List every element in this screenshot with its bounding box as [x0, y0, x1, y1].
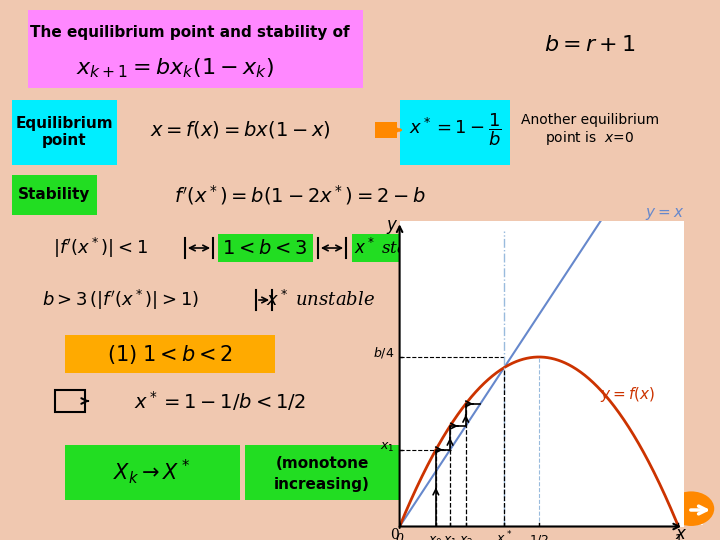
- Text: $x^* = 1 - \dfrac{1}{b}$: $x^* = 1 - \dfrac{1}{b}$: [409, 112, 501, 149]
- Text: 0: 0: [390, 528, 398, 540]
- Text: $b/4$: $b/4$: [373, 346, 394, 361]
- Text: $x^* = 1 - 1/b < 1/2$: $x^* = 1 - 1/b < 1/2$: [134, 389, 306, 413]
- Bar: [245, 445, 400, 500]
- Text: $x_1$: $x_1$: [379, 441, 394, 454]
- Text: increasing): increasing): [274, 476, 370, 491]
- Text: $|f'(x^*)| < 1$: $|f'(x^*)| < 1$: [53, 236, 148, 260]
- Text: $(1)\;1 < b < 2$: $(1)\;1 < b < 2$: [107, 342, 233, 366]
- Text: $X_k \rightarrow X^*$: $X_k \rightarrow X^*$: [113, 457, 191, 487]
- Bar: [28, 10, 363, 88]
- Bar: [65, 445, 240, 500]
- Text: $f'(x^*) = b(1-2x^*) = 2-b$: $f'(x^*) = b(1-2x^*) = 2-b$: [174, 183, 426, 207]
- Text: $x^*$ unstable: $x^*$ unstable: [266, 290, 374, 310]
- Text: $x^*$ stable: $x^*$ stable: [354, 238, 433, 258]
- Text: Equilibrium
point: Equilibrium point: [15, 116, 113, 148]
- Bar: [218, 234, 313, 262]
- Bar: [12, 175, 97, 215]
- Text: The equilibrium point and stability of: The equilibrium point and stability of: [30, 25, 350, 40]
- Text: $x$: $x$: [693, 511, 706, 529]
- Circle shape: [668, 491, 714, 526]
- Text: $x$: $x$: [675, 526, 688, 540]
- Text: $b = r+1$: $b = r+1$: [544, 34, 636, 56]
- Text: point is  $x$=0: point is $x$=0: [545, 129, 634, 147]
- Text: $y = f(x)$: $y = f(x)$: [600, 386, 655, 404]
- Text: 0: 0: [395, 534, 404, 540]
- Text: $f'(0) = b > 1$: $f'(0) = b > 1$: [538, 230, 642, 251]
- Text: (monotone: (monotone: [275, 456, 369, 471]
- Text: unstable: unstable: [536, 258, 644, 278]
- Text: $x_1$: $x_1$: [443, 535, 457, 540]
- Bar: [400, 100, 510, 165]
- Text: $1 < b < 3$: $1 < b < 3$: [222, 239, 307, 258]
- Bar: [375, 122, 397, 138]
- Text: Stability: Stability: [18, 187, 90, 202]
- Bar: [65, 335, 275, 373]
- Text: $y$: $y$: [387, 218, 399, 236]
- Bar: [12, 100, 117, 165]
- Text: $x_0$: $x_0$: [428, 535, 444, 540]
- Bar: [352, 234, 437, 262]
- Text: $b > 3\,(|f'(x^*)| > 1)$: $b > 3\,(|f'(x^*)| > 1)$: [42, 288, 199, 312]
- Text: Another equilibrium: Another equilibrium: [521, 113, 659, 127]
- Text: $y = x$: $y = x$: [645, 206, 684, 222]
- Text: $x_2$: $x_2$: [459, 535, 473, 540]
- Text: $1/2$: $1/2$: [529, 533, 549, 540]
- Text: $x_{k+1} = bx_k(1-x_k)$: $x_{k+1} = bx_k(1-x_k)$: [76, 56, 274, 80]
- Text: $1$: $1$: [674, 534, 683, 540]
- Bar: [55, 390, 85, 412]
- Text: $x^*$: $x^*$: [496, 530, 512, 540]
- Text: $x = f(x) = bx(1-x)$: $x = f(x) = bx(1-x)$: [150, 119, 330, 140]
